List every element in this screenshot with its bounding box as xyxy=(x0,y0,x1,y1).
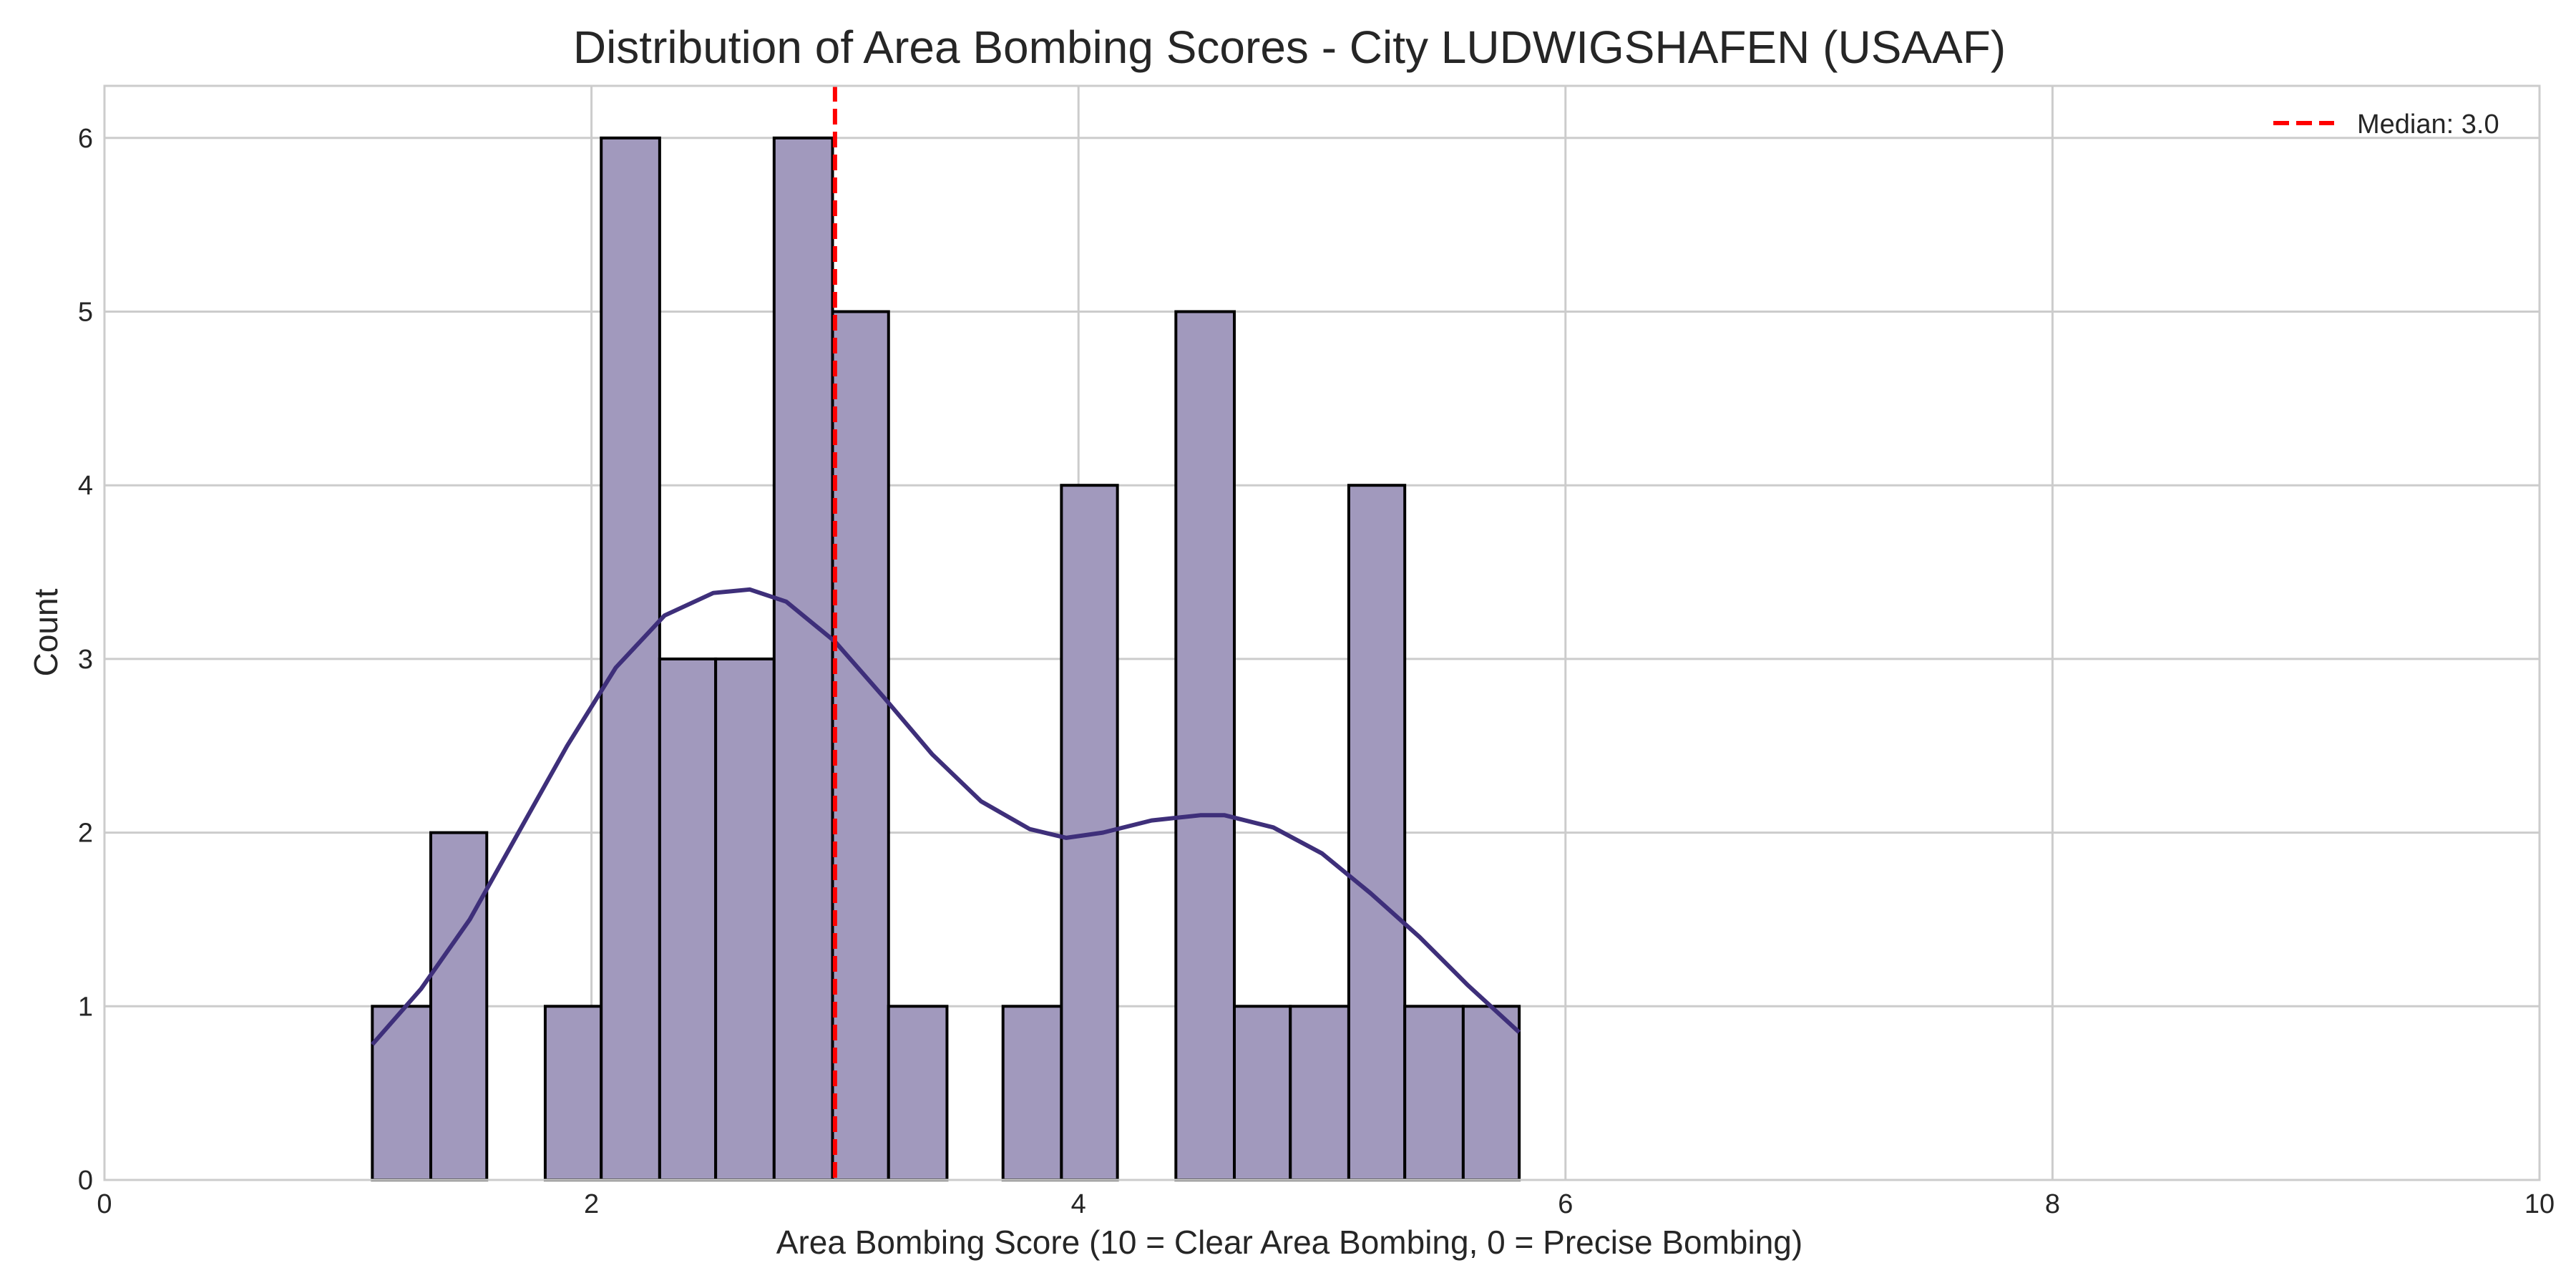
histogram-bar xyxy=(772,136,834,1181)
histogram-bar xyxy=(1461,1005,1521,1182)
histogram-bar xyxy=(831,310,890,1181)
histogram-bar xyxy=(1347,484,1407,1181)
legend: Median: 3.0 xyxy=(2273,109,2499,140)
histogram-bar xyxy=(429,831,489,1181)
histogram-bar xyxy=(1001,1005,1063,1182)
kde-curve xyxy=(371,587,1521,1046)
legend-median-label: Median: 3.0 xyxy=(2357,109,2499,140)
axes-frame xyxy=(103,84,2541,1181)
y-tick-label: 4 xyxy=(78,471,93,501)
y-tick-label: 6 xyxy=(78,124,93,154)
y-tick-label: 2 xyxy=(78,819,93,849)
x-axis-label: Area Bombing Score (10 = Clear Area Bomb… xyxy=(776,1224,1802,1261)
y-axis-label: Count xyxy=(27,588,64,676)
histogram-bar xyxy=(658,657,718,1181)
y-tick-label: 5 xyxy=(78,298,93,328)
x-tick-label: 10 xyxy=(2524,1189,2555,1219)
x-tick-label: 0 xyxy=(97,1189,112,1219)
y-axis-ticks: 0 1 2 3 4 5 6 xyxy=(78,124,93,1196)
histogram-bar xyxy=(1174,310,1236,1181)
x-tick-label: 4 xyxy=(1071,1189,1086,1219)
histogram-bar xyxy=(600,136,661,1181)
histogram-bar xyxy=(714,657,776,1181)
x-tick-label: 6 xyxy=(1558,1189,1573,1219)
histogram-bar xyxy=(543,1005,603,1182)
y-tick-label: 1 xyxy=(78,992,93,1022)
histogram-bar xyxy=(1403,1005,1465,1182)
x-tick-label: 8 xyxy=(2045,1189,2060,1219)
histogram-bar xyxy=(1289,1005,1350,1182)
x-axis-ticks: 0 2 4 6 8 10 xyxy=(97,1189,2555,1219)
histogram-bar xyxy=(887,1005,949,1182)
histogram-bars xyxy=(371,136,1521,1182)
chart-title: Distribution of Area Bombing Scores - Ci… xyxy=(573,21,2006,73)
x-tick-label: 2 xyxy=(584,1189,599,1219)
histogram-bar xyxy=(1232,1005,1292,1182)
y-tick-label: 0 xyxy=(78,1166,93,1196)
y-tick-label: 3 xyxy=(78,645,93,675)
